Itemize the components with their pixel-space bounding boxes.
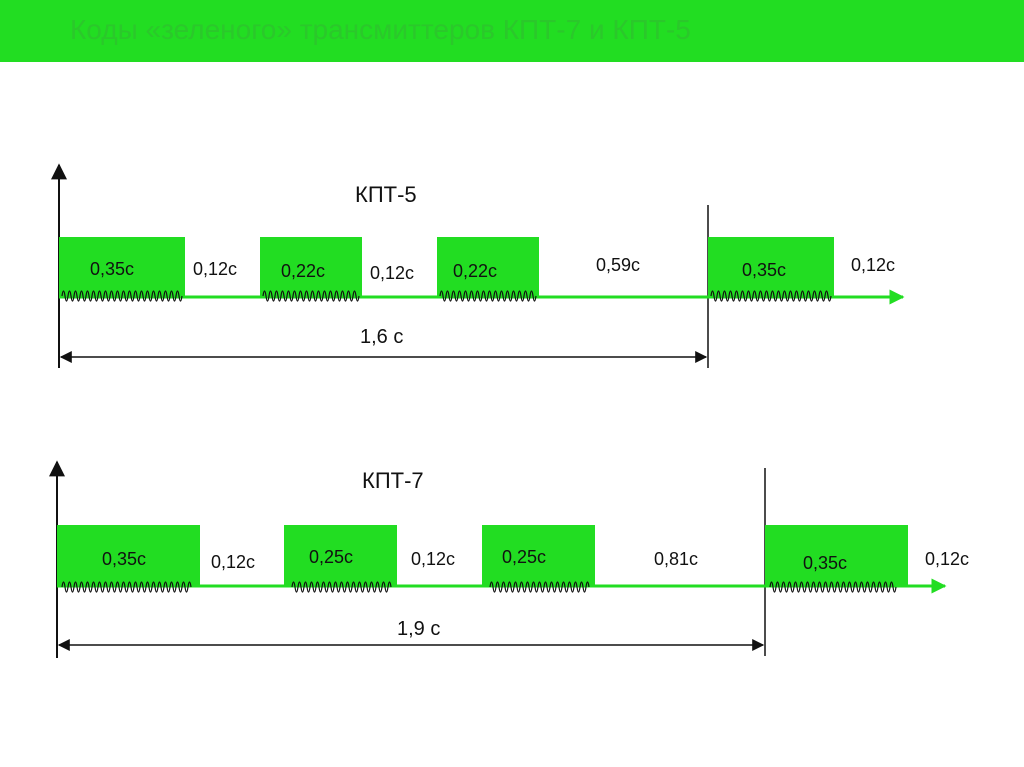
kpt5-pulse-3 xyxy=(437,237,539,296)
kpt5-gap-3-label: 0,59с xyxy=(596,255,640,275)
kpt5-gap-2-label: 0,12с xyxy=(370,263,414,283)
kpt7-wave-2 xyxy=(291,581,392,593)
kpt5-wave-2 xyxy=(262,290,360,302)
kpt7-gap-4-label: 0,12с xyxy=(925,549,969,569)
kpt7-gap-2-label: 0,12с xyxy=(411,549,455,569)
kpt7-pulse-2-label: 0,25с xyxy=(309,547,353,567)
kpt5-pulse-2-label: 0,22с xyxy=(281,261,325,281)
kpt5-wave-3 xyxy=(439,290,537,302)
kpt7-wave-4 xyxy=(769,581,897,593)
kpt5-pulse-3-label: 0,22с xyxy=(453,261,497,281)
kpt7-label: КПТ-7 xyxy=(362,468,424,493)
title-bar: Коды «зеленого» трансмиттеров КПТ-7 и КП… xyxy=(0,0,1024,62)
timeline-kpt7: КПТ-7 0,35с 0,25с 0,25с 0,35с 0,12с 0,12… xyxy=(49,460,969,658)
kpt5-pulse-4-label: 0,35с xyxy=(742,260,786,280)
timeline-kpt5: КПТ-5 0,35с 0,22с 0,22с 0,35с 0,12с 0,12… xyxy=(51,163,905,368)
kpt5-pulse-2 xyxy=(260,237,362,296)
kpt5-label: КПТ-5 xyxy=(355,182,417,207)
kpt7-gap-3-label: 0,81с xyxy=(654,549,698,569)
kpt7-pulse-3-label: 0,25с xyxy=(502,547,546,567)
kpt5-wave-4 xyxy=(710,290,832,302)
kpt7-period-label: 1,9 с xyxy=(397,618,440,640)
page-title: Коды «зеленого» трансмиттеров КПТ-7 и КП… xyxy=(70,14,691,45)
kpt5-period-label: 1,6 с xyxy=(360,326,403,348)
kpt7-pulse-4-label: 0,35с xyxy=(803,553,847,573)
kpt7-wave-1 xyxy=(61,581,192,593)
kpt5-gap-1-label: 0,12с xyxy=(193,259,237,279)
kpt7-pulse-1 xyxy=(57,525,200,585)
kpt5-pulse-1-label: 0,35с xyxy=(90,259,134,279)
kpt7-pulse-2 xyxy=(284,525,397,585)
kpt7-pulse-1-label: 0,35с xyxy=(102,549,146,569)
kpt7-pulse-4 xyxy=(765,525,908,585)
kpt5-wave-1 xyxy=(61,290,183,302)
kpt5-pulse-1 xyxy=(59,237,185,296)
kpt5-pulse-4 xyxy=(708,237,834,296)
kpt7-pulse-3 xyxy=(482,525,595,585)
kpt7-wave-3 xyxy=(489,581,590,593)
kpt7-gap-1-label: 0,12с xyxy=(211,552,255,572)
kpt5-gap-4-label: 0,12с xyxy=(851,255,895,275)
